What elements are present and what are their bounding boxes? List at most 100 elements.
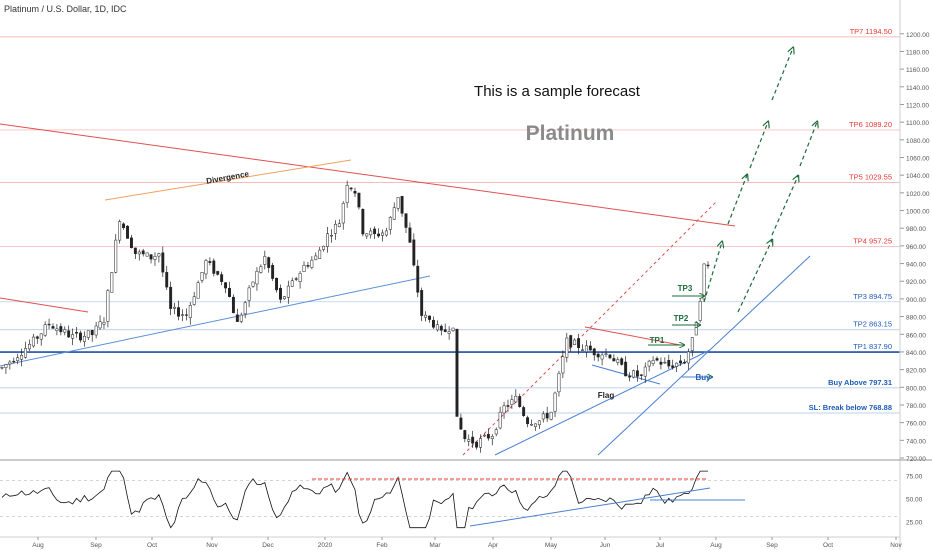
y-tick-label: 1080.00 xyxy=(906,138,930,145)
y-tick-label: 960.00 xyxy=(906,244,926,251)
candle-body xyxy=(180,314,184,316)
candle-body xyxy=(322,245,326,250)
candle-body xyxy=(28,343,31,350)
candle-body xyxy=(294,278,298,280)
candle-body xyxy=(596,353,600,358)
candle-body xyxy=(581,349,584,351)
candle-body xyxy=(212,260,216,274)
candle-body xyxy=(78,332,82,341)
level-label: TP7 1194.50 xyxy=(850,27,892,36)
candle-body xyxy=(337,223,341,228)
candle-body xyxy=(502,405,506,414)
time-axis[interactable]: Aug Sep Oct Nov Dec 2020 Feb Mar Apr May Jun Jul Aug… xyxy=(0,536,903,549)
candle-body xyxy=(133,247,137,254)
y-tick-label: 940.00 xyxy=(906,262,926,269)
candle-body xyxy=(514,395,518,403)
y-tick-label: 1200.00 xyxy=(906,32,930,39)
candle-body xyxy=(667,360,671,367)
channel-lower-line xyxy=(494,349,711,456)
candle-body xyxy=(231,296,235,314)
x-tick-label: Aug xyxy=(32,542,44,549)
candle-body xyxy=(683,362,686,364)
candle-body xyxy=(224,282,228,289)
candle-body xyxy=(612,358,616,362)
x-tick-label: Jul xyxy=(656,542,665,549)
forecast-arrow xyxy=(737,240,772,313)
y-tick-label: 880.00 xyxy=(906,315,926,322)
forecast-arrows xyxy=(648,48,817,377)
price-axis[interactable]: 720.00740.00760.00780.00800.00820.00840.… xyxy=(899,0,932,550)
candle-body xyxy=(153,256,157,260)
candle-body xyxy=(122,223,126,228)
rsi-line xyxy=(1,470,708,529)
candle-body xyxy=(298,273,302,283)
y-tick-label: 1100.00 xyxy=(906,120,929,127)
candle-body xyxy=(196,282,200,299)
candle-body xyxy=(408,227,412,243)
forecast-arrow xyxy=(799,122,817,167)
candle-body xyxy=(208,261,212,263)
candle-body xyxy=(345,185,349,204)
tp3-label: TP3 xyxy=(678,284,693,293)
candle-body xyxy=(439,325,443,331)
candle-body xyxy=(35,336,39,339)
y-tick-label: 1140.00 xyxy=(906,85,929,92)
candle-body xyxy=(145,252,149,257)
candle-body xyxy=(431,319,435,328)
y-tick-label: 860.00 xyxy=(906,332,926,339)
projected-support-line xyxy=(597,255,811,456)
level-label: TP1 837.90 xyxy=(853,342,892,351)
candle-body xyxy=(82,336,86,342)
candle-body xyxy=(302,264,306,272)
x-tick-label: May xyxy=(545,542,558,549)
candle-body xyxy=(561,356,565,374)
rsi-tick-label: 50.00 xyxy=(906,497,923,504)
candle-body xyxy=(47,323,51,326)
candle-body xyxy=(220,274,224,282)
candle-body xyxy=(55,328,59,331)
candle-body xyxy=(616,359,620,363)
axis-bg xyxy=(900,0,932,550)
candle-body xyxy=(647,360,651,367)
candle-body xyxy=(416,265,420,293)
candle-body xyxy=(655,358,659,361)
candle-body xyxy=(141,250,145,255)
candle-body xyxy=(506,405,510,407)
candle-body xyxy=(94,325,98,336)
candle-body xyxy=(67,330,71,338)
candle-body xyxy=(39,333,43,340)
candle-body xyxy=(239,314,243,322)
candle-body xyxy=(490,436,494,439)
candle-body xyxy=(518,396,522,407)
x-tick-label: Oct xyxy=(147,542,157,549)
candle-body xyxy=(63,329,67,333)
x-tick-label: Dec xyxy=(262,542,274,549)
y-tick-label: 760.00 xyxy=(906,421,926,428)
candle-body xyxy=(326,233,329,247)
x-tick-label: Aug xyxy=(710,542,722,549)
candle-body xyxy=(690,337,694,351)
candle-body xyxy=(498,411,502,429)
candle-body xyxy=(467,439,471,442)
y-tick-label: 740.00 xyxy=(906,438,926,445)
candle-body xyxy=(4,364,8,368)
candle-body xyxy=(628,376,632,378)
candle-body xyxy=(706,264,710,267)
candle-body xyxy=(165,272,169,288)
x-tick-label: Nov xyxy=(206,542,218,549)
candle-body xyxy=(169,286,173,309)
target-levels: TP7 1194.50 TP6 1089.20 TP5 1029.55 TP4 957… xyxy=(0,27,900,414)
y-tick-label: 1040.00 xyxy=(906,173,930,180)
candle-body xyxy=(482,434,486,437)
candle-body xyxy=(173,306,177,309)
candle-body xyxy=(463,430,467,440)
candle-body xyxy=(557,373,561,393)
y-tick-label: 780.00 xyxy=(906,403,926,410)
candle-body xyxy=(353,191,357,194)
candle-body xyxy=(533,423,537,427)
y-tick-label: 900.00 xyxy=(906,297,926,304)
candle-body xyxy=(471,436,475,444)
candle-body xyxy=(86,330,90,338)
